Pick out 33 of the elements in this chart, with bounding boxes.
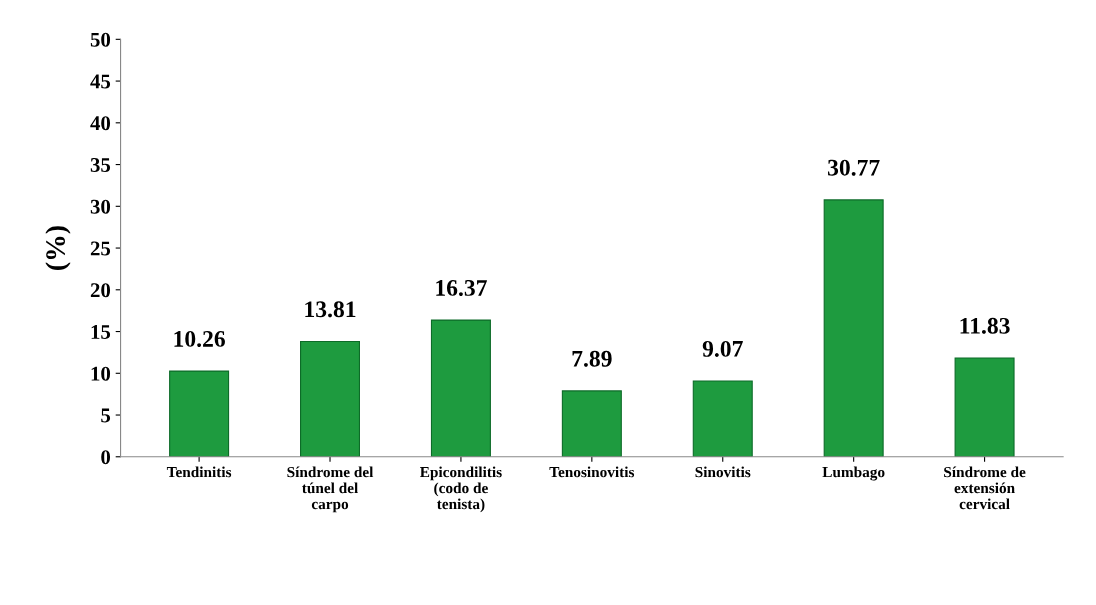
- x-tick-label: Síndrome de extensión cervical: [944, 466, 1026, 510]
- data-label: 16.37: [436, 279, 487, 296]
- y-tick-label: 20: [90, 283, 111, 298]
- x-tick-label: Sinovitis: [695, 466, 751, 478]
- x-tick-label: Epicondilitis (codo de tenista): [420, 466, 502, 513]
- data-label: 13.81: [305, 301, 356, 318]
- y-tick-label: 45: [90, 74, 111, 89]
- y-tick-label: 30: [90, 199, 111, 214]
- x-tick-label: Síndrome del túnel del carpo: [287, 466, 374, 513]
- bar: [954, 357, 1015, 457]
- bar: [823, 199, 884, 457]
- data-label: 7.89: [572, 350, 612, 367]
- x-tick-label: Tenosinovitis: [549, 466, 635, 478]
- bar: [430, 319, 491, 457]
- x-tick-label: Lumbago: [822, 466, 885, 481]
- data-label: 10.26: [174, 330, 225, 347]
- data-label: 11.83: [960, 317, 1010, 334]
- bar: [692, 380, 753, 457]
- x-tick-label: Tendinitis: [166, 466, 232, 478]
- y-tick-label: 35: [90, 157, 111, 172]
- data-label: 30.77: [827, 159, 880, 176]
- data-label: 9.07: [702, 340, 743, 357]
- bar: [300, 340, 361, 457]
- y-axis-title: (%): [45, 226, 71, 270]
- y-tick-label: 0: [101, 450, 111, 465]
- y-tick-label: 10: [91, 366, 111, 381]
- y-tick-label: 50: [90, 32, 111, 47]
- y-tick-label: 5: [101, 408, 111, 423]
- bar: [561, 390, 622, 457]
- bar: [169, 370, 230, 457]
- y-tick-label: 25: [90, 241, 111, 256]
- y-tick-label: 40: [90, 116, 111, 131]
- y-tick-label: 15: [91, 325, 111, 339]
